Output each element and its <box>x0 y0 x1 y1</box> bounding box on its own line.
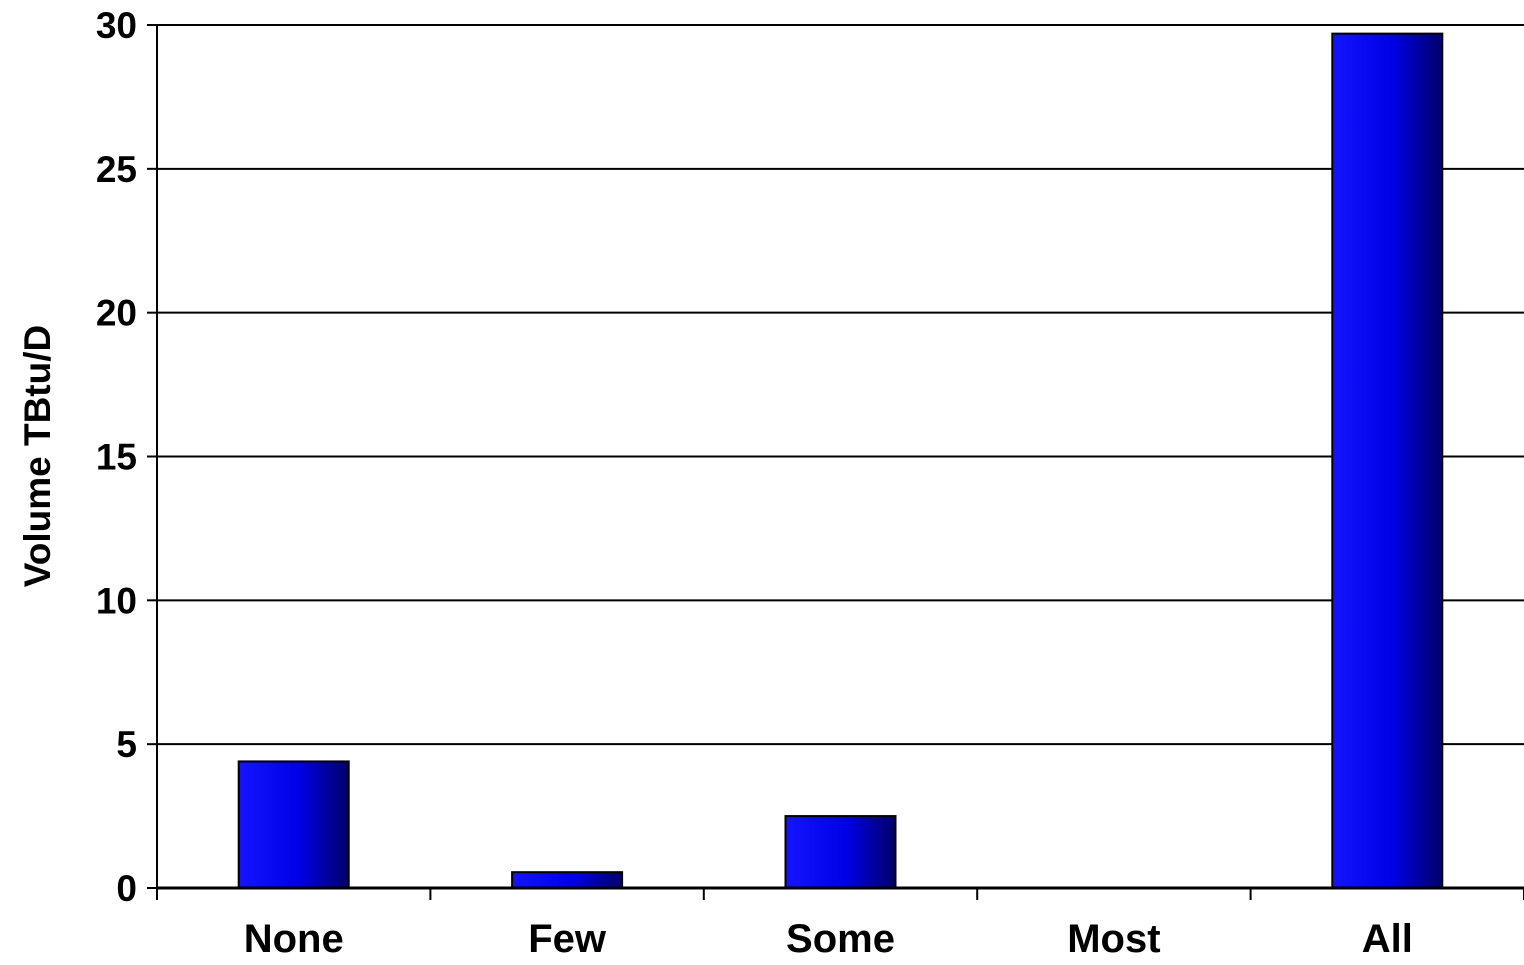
gridlines <box>157 24 1524 746</box>
bar-none <box>237 760 350 890</box>
bar-all <box>1331 32 1444 889</box>
x-tick-label-all: All <box>1362 917 1413 960</box>
x-tick-label-some: Some <box>786 917 895 960</box>
y-tick-label-4: 20 <box>96 293 137 334</box>
x-tick-labels: None Few Some Most All <box>244 917 1413 961</box>
x-tick-label-few: Few <box>528 917 607 960</box>
bar-few <box>511 871 624 890</box>
y-axis-label: Volume TBtu/D <box>17 325 58 587</box>
axes <box>147 24 1524 900</box>
y-tick-label-5: 25 <box>96 149 137 190</box>
y-tick-label-6: 30 <box>96 5 137 46</box>
y-tick-label-2: 10 <box>96 580 137 621</box>
y-tick-label-0: 0 <box>116 868 137 909</box>
y-tick-labels: 0 5 10 15 20 25 30 <box>96 5 137 909</box>
x-tick-label-none: None <box>244 917 344 960</box>
bars <box>237 32 1444 890</box>
bar-some <box>784 815 897 889</box>
y-tick-label-1: 5 <box>116 724 137 765</box>
y-tick-label-3: 15 <box>96 437 137 478</box>
x-tick-label-most: Most <box>1067 917 1160 960</box>
